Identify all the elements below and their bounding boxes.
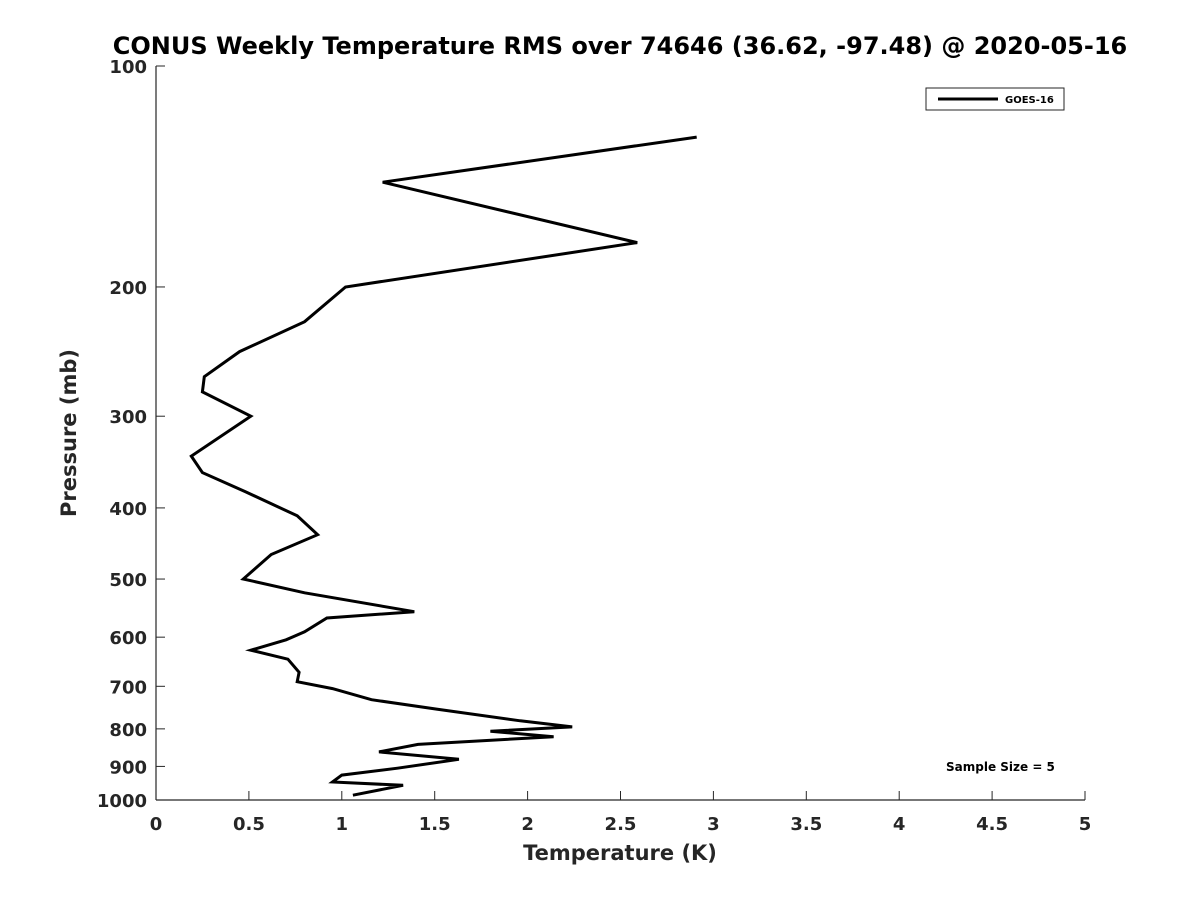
y-tick-label: 800 bbox=[109, 720, 147, 741]
y-tick-label: 600 bbox=[109, 628, 147, 649]
series-line-goes-16 bbox=[189, 135, 697, 797]
x-axis: 0 0.5 1 1.5 2 2.5 3 3.5 4 4.5 5 bbox=[150, 791, 1092, 835]
x-tick-label: 3.5 bbox=[790, 814, 822, 835]
x-tick-label: 1 bbox=[336, 814, 349, 835]
y-axis-label: Pressure (mb) bbox=[57, 349, 81, 517]
legend: GOES-16 bbox=[925, 87, 1065, 111]
y-tick-label: 1000 bbox=[97, 791, 147, 812]
x-tick-label: 3 bbox=[707, 814, 720, 835]
y-axis: 100 200 300 400 500 600 700 800 900 1000 bbox=[97, 57, 165, 812]
y-tick-label: 500 bbox=[109, 570, 147, 591]
legend-label-goes-16: GOES-16 bbox=[1005, 95, 1054, 106]
y-tick-label: 400 bbox=[109, 499, 147, 520]
x-tick-label: 4 bbox=[893, 814, 906, 835]
x-tick-label: 1.5 bbox=[419, 814, 451, 835]
series-lines bbox=[189, 135, 697, 797]
x-tick-label: 5 bbox=[1079, 814, 1092, 835]
y-tick-label: 200 bbox=[109, 278, 147, 299]
y-tick-label: 900 bbox=[109, 757, 147, 778]
x-tick-label: 0 bbox=[150, 814, 163, 835]
x-axis-label: Temperature (K) bbox=[523, 841, 717, 865]
x-tick-label: 2.5 bbox=[605, 814, 637, 835]
sample-size-annotation: Sample Size = 5 bbox=[946, 760, 1055, 774]
x-tick-label: 2 bbox=[521, 814, 534, 835]
x-tick-label: 0.5 bbox=[233, 814, 265, 835]
y-tick-label: 100 bbox=[109, 57, 147, 78]
y-tick-label: 300 bbox=[109, 407, 147, 428]
y-tick-label: 700 bbox=[109, 677, 147, 698]
chart-title: CONUS Weekly Temperature RMS over 74646 … bbox=[113, 32, 1127, 60]
x-tick-label: 4.5 bbox=[976, 814, 1008, 835]
